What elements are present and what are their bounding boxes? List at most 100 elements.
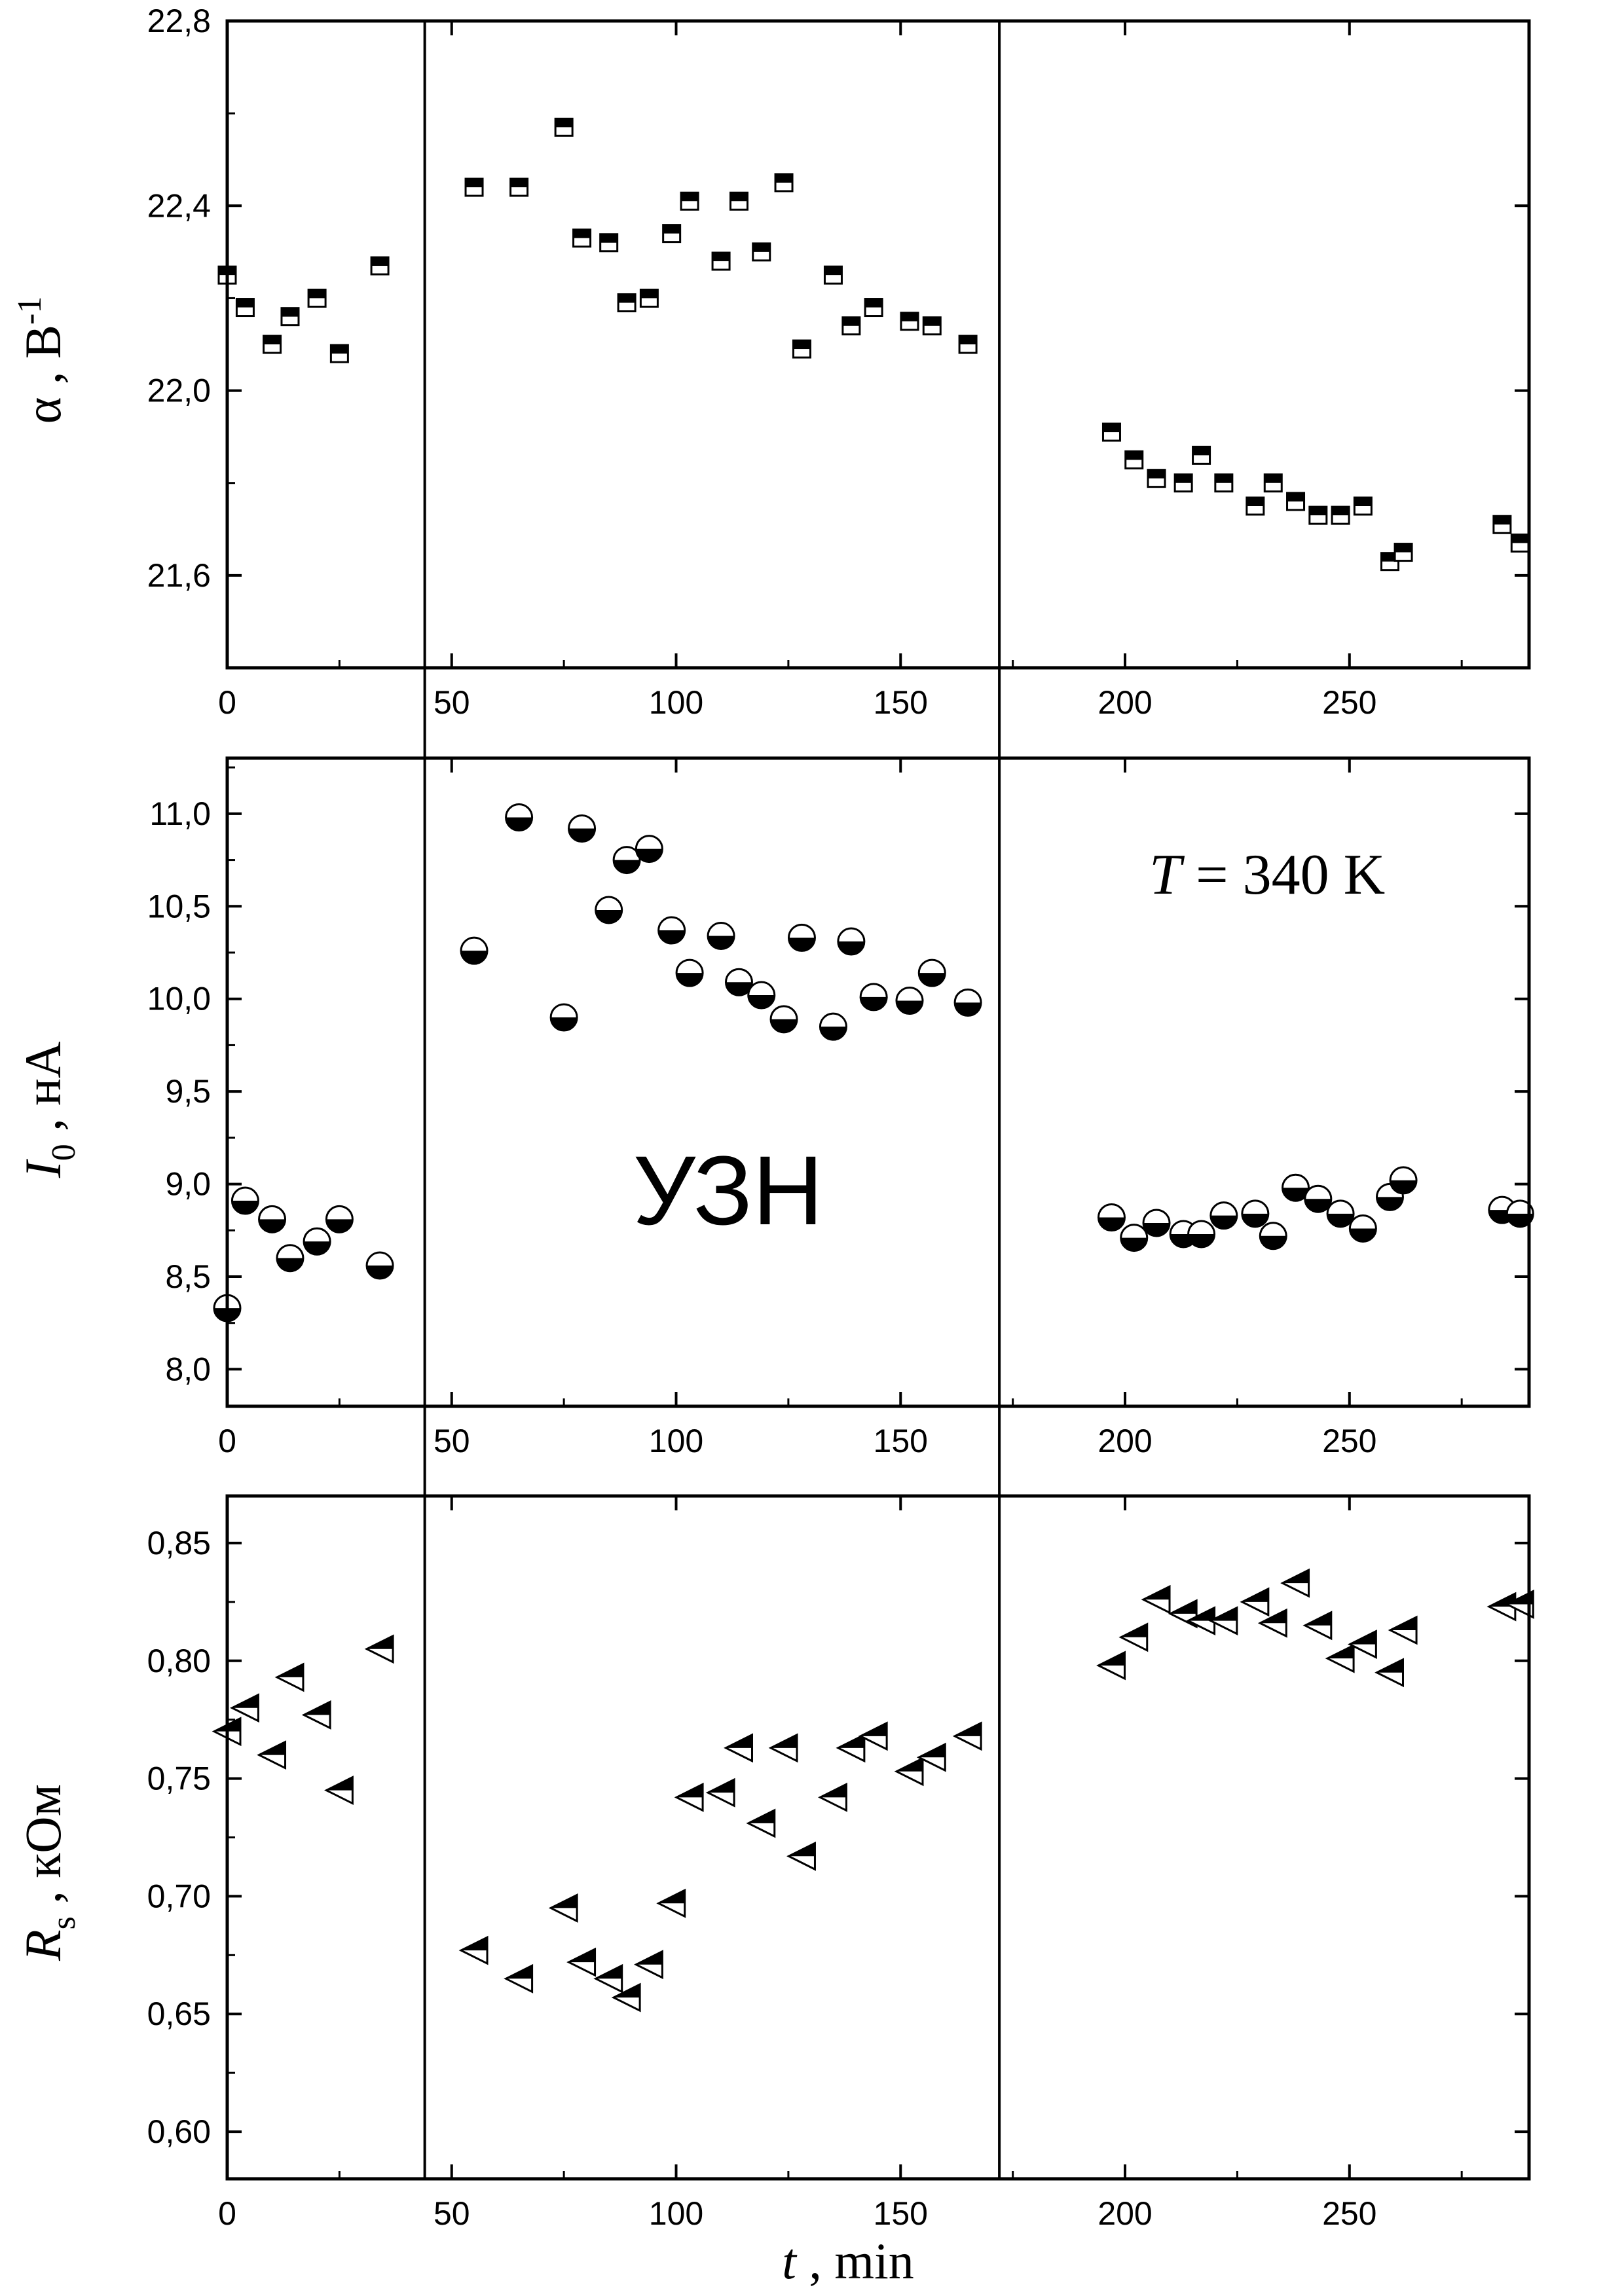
y-tick-label: 10,0 <box>147 981 211 1017</box>
current-point-fill <box>676 973 703 987</box>
x-tick-label: 200 <box>1098 1423 1152 1459</box>
resistance-point-fill <box>748 1810 775 1823</box>
resistance-point-fill <box>1327 1645 1354 1659</box>
panel-resistance-frame <box>225 1494 1531 2181</box>
resistance-point-fill <box>1143 1586 1170 1600</box>
current-point-fill <box>1098 1217 1125 1231</box>
x-tick-label: 250 <box>1322 1423 1376 1459</box>
y-tick-label: 21,6 <box>147 557 211 594</box>
resistance-point-fill <box>1188 1607 1215 1621</box>
resistance-point-fill <box>955 1722 982 1736</box>
current-point-fill <box>1350 1228 1376 1242</box>
current-point-fill <box>1282 1188 1309 1201</box>
alpha-point-fill <box>1511 534 1529 543</box>
current-point-fill <box>1120 1237 1147 1251</box>
alpha-point-fill <box>618 294 636 303</box>
current-point-fill <box>896 1000 923 1014</box>
panel-resistance-ylabel: Rs , кОм <box>14 1784 83 1961</box>
alpha-point-fill <box>1125 451 1143 460</box>
y-tick-label: 22,4 <box>147 187 211 224</box>
resistance-point-fill <box>461 1937 488 1951</box>
alpha-point-fill <box>1103 424 1120 433</box>
resistance-point-fill <box>1282 1570 1309 1584</box>
x-tick-label: 200 <box>1098 684 1152 721</box>
resistance-point-fill <box>1304 1612 1331 1626</box>
x-tick-label: 50 <box>434 2195 470 2232</box>
resistance-point-fill <box>726 1734 752 1748</box>
resistance-point-fill <box>1390 1617 1417 1631</box>
resistance-point-fill <box>676 1784 703 1798</box>
alpha-point-fill <box>331 345 348 354</box>
resistance-point-fill <box>506 1965 532 1979</box>
resistance-point-fill <box>304 1702 331 1715</box>
alpha-point-fill <box>600 234 618 243</box>
resistance-point-fill <box>232 1694 259 1708</box>
x-tick-label: 100 <box>649 1423 703 1459</box>
current-point-fill <box>658 930 685 944</box>
x-tick-label: 250 <box>1322 684 1376 721</box>
resistance-point-fill <box>820 1784 847 1798</box>
x-tick-label: 0 <box>218 2195 236 2232</box>
current-point-fill <box>1210 1215 1237 1229</box>
alpha-point-fill <box>663 225 680 234</box>
alpha-point-fill <box>923 317 941 326</box>
current-point-fill <box>276 1258 303 1271</box>
alpha-point-fill <box>640 289 658 299</box>
y-tick-label: 0,65 <box>147 1995 211 2032</box>
panel-alpha-ticks: 0 50 100 150 200 250 21,6 22,0 22,4 22,8 <box>147 3 1529 721</box>
resistance-point-fill <box>1120 1624 1147 1637</box>
x-tick-label: 150 <box>874 2195 928 2232</box>
current-point-fill <box>1188 1233 1215 1247</box>
current-point-fill <box>636 848 663 862</box>
current-point-fill <box>726 982 752 996</box>
y-tick-label: 10,5 <box>147 888 211 924</box>
alpha-point-fill <box>281 308 299 317</box>
current-point-fill <box>1143 1222 1170 1236</box>
alpha-point-fill <box>900 312 918 321</box>
y-tick-label: 8,0 <box>165 1351 211 1387</box>
panel-alpha: 0 50 100 150 200 250 21,6 22,0 22,4 22,8 α , В-1 <box>11 3 1531 721</box>
resistance-point-fill <box>1260 1610 1287 1624</box>
resistance-point-fill <box>860 1722 887 1736</box>
x-tick-label: 150 <box>874 1423 928 1459</box>
alpha-point-fill <box>865 299 883 308</box>
y-tick-label: 9,0 <box>165 1166 211 1203</box>
resistance-point-fill <box>658 1890 685 1904</box>
current-point-fill <box>1507 1213 1534 1227</box>
resistance-point-fill <box>1350 1631 1376 1645</box>
temperature-annotation: T = 340 K <box>1149 843 1385 907</box>
y-tick-label: 0,60 <box>147 2113 211 2150</box>
panel-current: 0 50 100 150 200 2508,08,59,09,510,010,511,0 … <box>14 756 1534 1459</box>
current-point-fill <box>748 995 775 1009</box>
current-point-fill <box>1260 1235 1287 1249</box>
x-tick-label: 150 <box>874 684 928 721</box>
alpha-point-fill <box>466 179 483 188</box>
current-point-fill <box>919 973 946 987</box>
current-point-fill <box>568 828 595 842</box>
alpha-point-fill <box>1264 474 1282 483</box>
alpha-point-fill <box>236 299 254 308</box>
y-tick-label: 8,5 <box>165 1258 211 1295</box>
x-tick-label: 100 <box>649 684 703 721</box>
alpha-point-fill <box>371 257 389 266</box>
current-point-fill <box>1376 1197 1403 1211</box>
panel-alpha-ylabel: α , В-1 <box>11 297 71 424</box>
x-tick-label: 250 <box>1322 2195 1376 2232</box>
alpha-point-fill <box>681 192 699 202</box>
x-tick-label: 200 <box>1098 2195 1152 2232</box>
alpha-point-fill <box>959 336 977 344</box>
alpha-point-fill <box>752 243 770 252</box>
current-point-fill <box>232 1201 259 1214</box>
y-tick-label: 0,75 <box>147 1760 211 1797</box>
current-point-fill <box>367 1266 394 1279</box>
resistance-point-fill <box>1376 1659 1403 1673</box>
alpha-point-fill <box>1493 516 1511 525</box>
panel-current-points <box>213 803 1534 1322</box>
current-point-fill <box>614 860 640 873</box>
y-tick-label: 22,0 <box>147 373 211 409</box>
panel-current-ylabel: I0 , нА <box>14 1042 83 1179</box>
x-tick-label: 0 <box>218 684 236 721</box>
panel-resistance-ticks: 0 50 100 150 200 250 0,60 0,65 0,70 0,75 0,80 0,85 <box>147 1496 1529 2232</box>
current-point-fill <box>259 1219 286 1233</box>
